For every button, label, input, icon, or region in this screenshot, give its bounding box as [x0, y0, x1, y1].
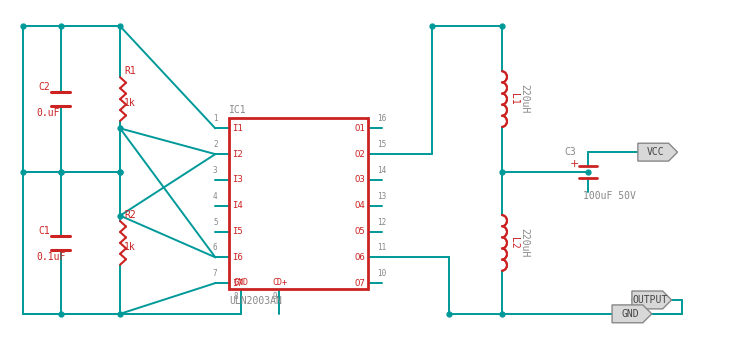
Text: 100uF 50V: 100uF 50V: [584, 191, 636, 201]
Text: 0.1uF: 0.1uF: [37, 252, 66, 262]
Text: 220uH: 220uH: [519, 228, 529, 258]
Text: L2: L2: [509, 237, 519, 249]
Text: O7: O7: [354, 279, 365, 287]
Text: 1: 1: [213, 115, 217, 123]
Text: 13: 13: [377, 192, 386, 201]
Text: 1k: 1k: [124, 242, 136, 252]
Text: 1k: 1k: [124, 98, 136, 108]
Text: GND: GND: [621, 309, 639, 319]
Text: I6: I6: [232, 253, 243, 262]
Text: O5: O5: [354, 227, 365, 236]
Text: 2: 2: [213, 140, 217, 149]
Text: 220uH: 220uH: [519, 84, 529, 114]
Text: 11: 11: [377, 243, 386, 252]
Text: 12: 12: [377, 217, 386, 226]
Text: R2: R2: [124, 210, 136, 220]
Text: OUTPUT: OUTPUT: [632, 295, 668, 305]
Text: 6: 6: [213, 243, 217, 252]
Text: GND: GND: [233, 277, 248, 287]
Text: 8: 8: [233, 292, 238, 301]
Polygon shape: [632, 291, 671, 309]
Text: O2: O2: [354, 150, 365, 159]
Text: I4: I4: [232, 201, 243, 210]
Text: O1: O1: [354, 124, 365, 133]
Text: CD+: CD+: [273, 277, 288, 287]
Text: I1: I1: [232, 124, 243, 133]
Text: C3: C3: [565, 147, 576, 157]
Text: O4: O4: [354, 201, 365, 210]
Text: I2: I2: [232, 150, 243, 159]
Text: 5: 5: [213, 217, 217, 226]
Text: R1: R1: [124, 66, 136, 76]
Text: C1: C1: [39, 226, 50, 236]
Text: I5: I5: [232, 227, 243, 236]
Polygon shape: [612, 305, 652, 323]
Text: 7: 7: [213, 269, 217, 278]
Text: 16: 16: [377, 115, 386, 123]
Text: 15: 15: [377, 140, 386, 149]
Polygon shape: [638, 143, 677, 161]
Text: ULN2003AN: ULN2003AN: [230, 296, 282, 306]
Text: L1: L1: [509, 93, 519, 105]
Text: +: +: [570, 159, 579, 169]
Text: VCC: VCC: [647, 147, 664, 157]
Text: I7: I7: [232, 279, 243, 287]
Text: 4: 4: [213, 192, 217, 201]
Text: 9: 9: [273, 292, 278, 301]
Text: I3: I3: [232, 175, 243, 185]
Text: O3: O3: [354, 175, 365, 185]
Text: 0.uF: 0.uF: [37, 108, 60, 118]
Text: 10: 10: [377, 269, 386, 278]
Text: O6: O6: [354, 253, 365, 262]
FancyBboxPatch shape: [230, 118, 368, 289]
Text: 14: 14: [377, 166, 386, 175]
Text: 3: 3: [213, 166, 217, 175]
Text: IC1: IC1: [230, 105, 247, 115]
Text: C2: C2: [39, 82, 50, 92]
